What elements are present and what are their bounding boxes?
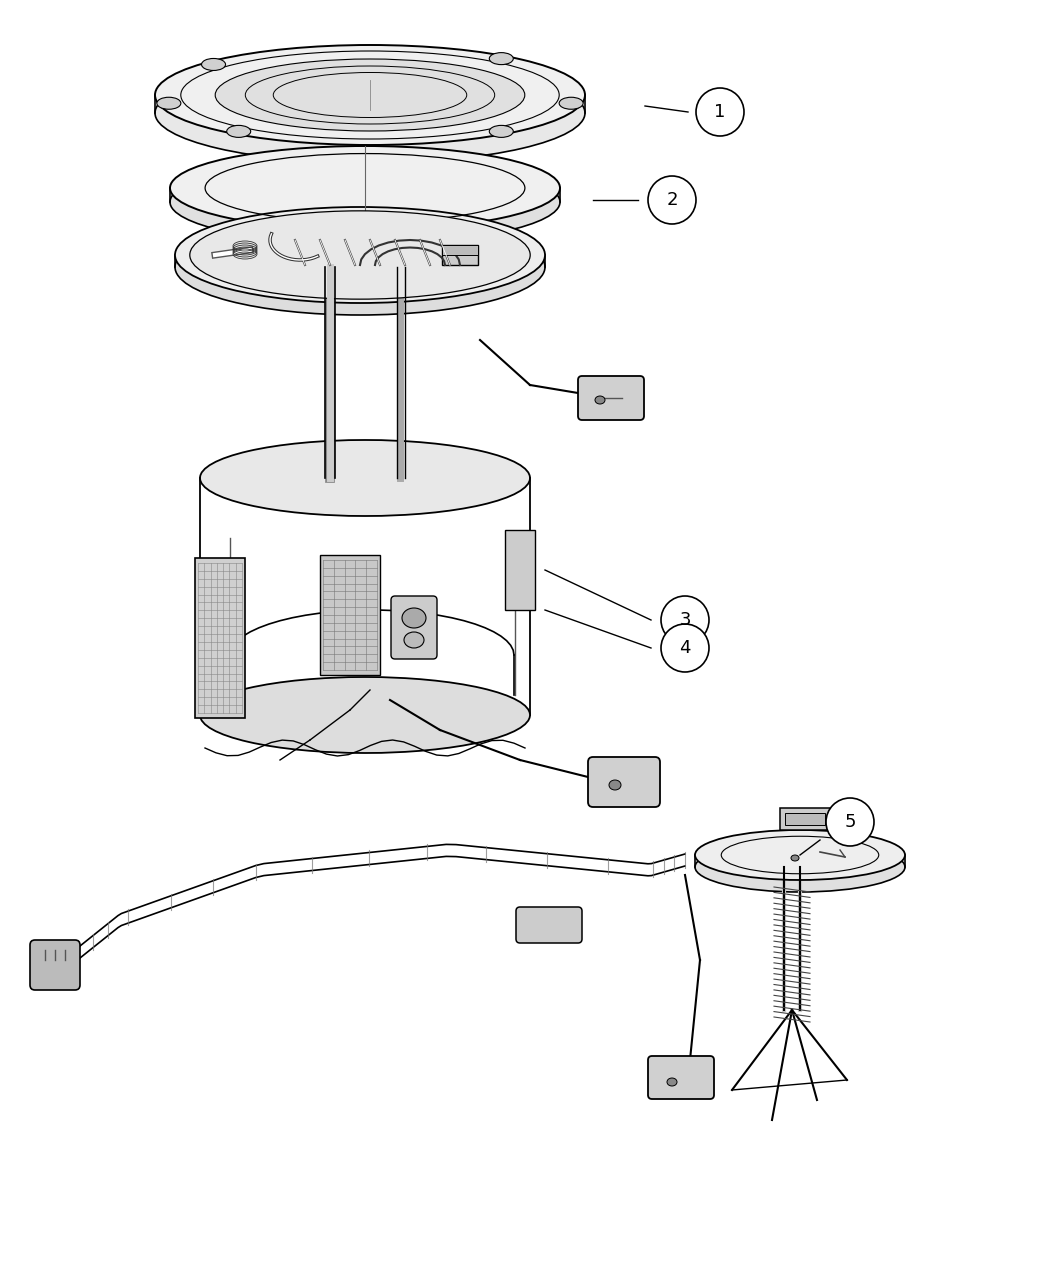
Circle shape [662, 595, 709, 644]
Ellipse shape [560, 97, 583, 110]
Ellipse shape [190, 210, 530, 300]
Circle shape [696, 88, 744, 136]
Bar [320, 555, 380, 674]
Ellipse shape [595, 397, 605, 404]
Ellipse shape [200, 440, 530, 516]
Ellipse shape [200, 677, 530, 754]
Ellipse shape [156, 97, 181, 110]
Bar [442, 245, 478, 265]
FancyBboxPatch shape [516, 907, 582, 944]
Circle shape [662, 623, 709, 672]
FancyBboxPatch shape [648, 1056, 714, 1099]
Ellipse shape [791, 856, 799, 861]
Ellipse shape [402, 608, 426, 629]
Bar [780, 808, 830, 830]
Circle shape [648, 176, 696, 224]
FancyBboxPatch shape [30, 940, 80, 989]
Bar [442, 245, 478, 255]
Text: 3: 3 [679, 611, 691, 629]
Ellipse shape [489, 125, 513, 138]
Ellipse shape [695, 842, 905, 892]
Ellipse shape [667, 1077, 677, 1086]
Ellipse shape [170, 147, 560, 230]
FancyBboxPatch shape [391, 595, 437, 659]
Bar [785, 813, 825, 825]
Ellipse shape [489, 52, 513, 65]
Ellipse shape [155, 62, 585, 163]
Circle shape [826, 798, 874, 847]
Text: 2: 2 [667, 191, 677, 209]
Text: 5: 5 [844, 813, 856, 831]
Ellipse shape [695, 830, 905, 880]
Ellipse shape [215, 59, 525, 131]
Ellipse shape [202, 59, 226, 70]
FancyBboxPatch shape [588, 757, 660, 807]
Ellipse shape [404, 632, 424, 648]
Ellipse shape [175, 219, 545, 315]
Bar [195, 558, 245, 718]
Ellipse shape [155, 45, 585, 145]
Text: 4: 4 [679, 639, 691, 657]
Ellipse shape [227, 125, 251, 138]
Ellipse shape [170, 159, 560, 244]
FancyBboxPatch shape [578, 376, 644, 419]
Text: 1: 1 [714, 103, 726, 121]
Bar [505, 530, 536, 609]
Ellipse shape [175, 207, 545, 303]
Ellipse shape [609, 780, 621, 790]
